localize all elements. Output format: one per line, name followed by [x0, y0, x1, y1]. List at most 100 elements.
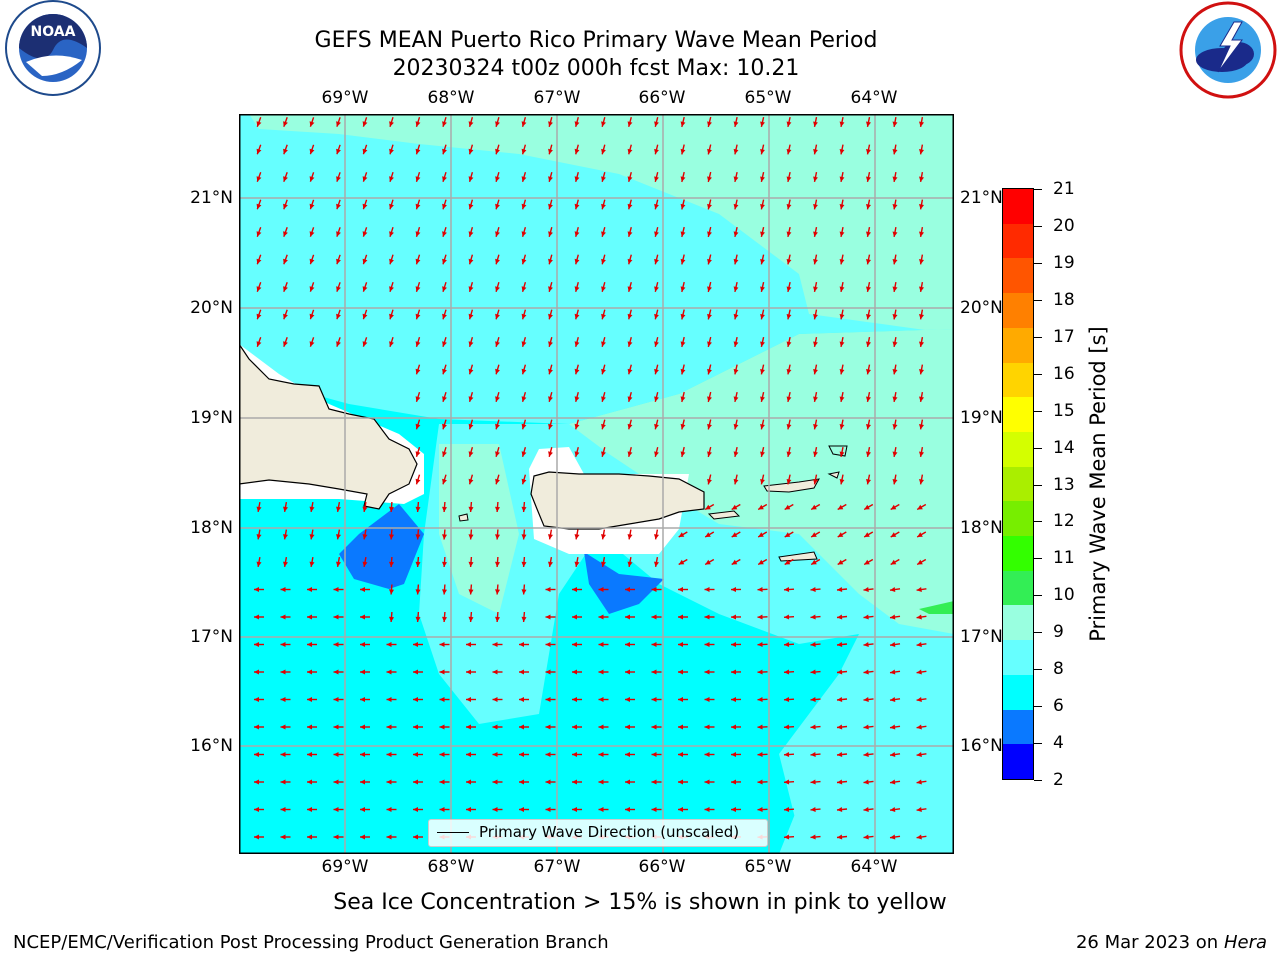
wave-arrow-head [256, 258, 262, 265]
colorbar-segment [1003, 223, 1033, 259]
wave-arrow-head [837, 724, 843, 730]
wave-arrow-head [678, 559, 685, 565]
wave-arrow-head [415, 589, 421, 595]
wave-arrow-head [521, 451, 527, 457]
wave-arrow-head [601, 286, 606, 292]
wave-arrow-head [837, 587, 843, 592]
wave-arrow-head [916, 752, 922, 757]
colorbar-tick-mark [1034, 669, 1042, 671]
colorbar-tick-mark [1034, 743, 1042, 745]
wave-arrow-head [786, 369, 792, 375]
wave-arrow-head [917, 532, 923, 537]
wave-arrow-head [866, 204, 871, 210]
wave-arrow-head [916, 697, 922, 702]
wave-arrow-head [760, 341, 765, 347]
wave-arrow-head [466, 697, 471, 702]
wave-arrow-head [389, 121, 394, 127]
wave-arrow-head [625, 807, 630, 812]
wave-arrow-head [521, 148, 527, 155]
lat-label-right: 18°N [960, 518, 1003, 538]
wave-arrow-head [495, 423, 500, 430]
wave-arrow-head [495, 534, 500, 540]
wave-arrow-head [307, 697, 312, 702]
wave-arrow-head [757, 807, 763, 812]
wave-arrow-head [256, 313, 262, 320]
wave-arrow-head [813, 259, 818, 265]
wave-arrow-head [760, 286, 765, 292]
wave-arrow-head [495, 286, 500, 292]
machine-name: Hera [1223, 932, 1267, 953]
wave-arrow-head [545, 669, 551, 675]
wave-arrow-head [360, 807, 365, 812]
wave-arrow-head [468, 313, 474, 320]
wave-arrow-head [651, 669, 657, 675]
wave-arrow-head [680, 396, 686, 402]
wave-arrow-head [548, 341, 553, 347]
wave-arrow-head [863, 587, 869, 592]
wave-arrow-head [548, 423, 553, 430]
wave-arrow-head [919, 204, 924, 210]
wave-arrow-head [521, 231, 527, 237]
wave-arrow-head [731, 669, 736, 675]
wave-arrow-head [837, 532, 844, 537]
wave-arrow-head [548, 231, 553, 237]
wave-arrow-head [757, 614, 763, 620]
wave-arrow-head [254, 642, 259, 647]
wave-arrow-head [415, 368, 421, 375]
wave-arrow-head [495, 341, 500, 347]
wave-arrow-head [309, 203, 315, 210]
wave-arrow-head [598, 587, 604, 592]
wave-arrow-head [890, 669, 896, 675]
wave-arrow-head [362, 561, 368, 567]
wave-arrow-head [654, 561, 659, 567]
wave-arrow-head [574, 396, 580, 402]
wave-arrow-head [916, 642, 922, 647]
colorbar-label: Primary Wave Mean Period [s] [1086, 326, 1110, 642]
wave-arrow-head [892, 479, 898, 485]
wave-arrow-head [362, 231, 368, 237]
wave-arrow-head [283, 148, 288, 155]
wave-arrow-head [731, 697, 736, 702]
wave-arrow-head [892, 341, 898, 347]
wave-arrow-head [890, 834, 896, 840]
wave-arrow-head [415, 258, 421, 265]
lat-label-right: 16°N [960, 736, 1003, 756]
wave-arrow-head [863, 697, 869, 702]
wave-arrow-head [813, 451, 818, 457]
wave-arrow-head [786, 479, 792, 485]
colorbar-segment [1003, 431, 1033, 467]
wave-arrow-head [919, 479, 924, 485]
wave-arrow-head [839, 286, 845, 292]
wave-arrow-head [468, 368, 474, 375]
wave-arrow-head [731, 504, 738, 510]
wave-arrow-head [731, 807, 736, 812]
wave-arrow-head [733, 451, 739, 457]
wave-arrow-head [442, 341, 447, 347]
wave-arrow-head [548, 561, 553, 567]
wave-arrow-head [627, 561, 633, 567]
wave-arrow-head [890, 697, 896, 702]
wave-arrow-head [680, 231, 686, 237]
wave-arrow-head [283, 286, 288, 292]
wave-arrow-head [336, 313, 341, 320]
colorbar-segment [1003, 293, 1033, 328]
wave-arrow-head [598, 669, 604, 675]
wave-arrow-head [813, 424, 818, 430]
wave-arrow-head [680, 121, 686, 127]
field-9-10-mona [439, 444, 519, 614]
wave-arrow-head [707, 341, 712, 347]
colorbar-segment [1003, 258, 1033, 294]
wave-arrow-head [601, 534, 606, 540]
wave-arrow-head [866, 451, 871, 457]
wave-arrow-head [283, 231, 288, 237]
wave-arrow-head [627, 286, 633, 292]
lat-label-left: 21°N [190, 188, 233, 208]
colorbar-tick-mark [1034, 410, 1042, 412]
wave-arrow-head [492, 752, 498, 757]
wave-arrow-head [627, 258, 633, 265]
colorbar-tick-mark [1034, 225, 1042, 227]
wave-arrow-head [283, 313, 288, 320]
wave-arrow-head [521, 203, 527, 210]
wave-arrow-head [786, 121, 792, 127]
wave-arrow-head [601, 396, 606, 402]
